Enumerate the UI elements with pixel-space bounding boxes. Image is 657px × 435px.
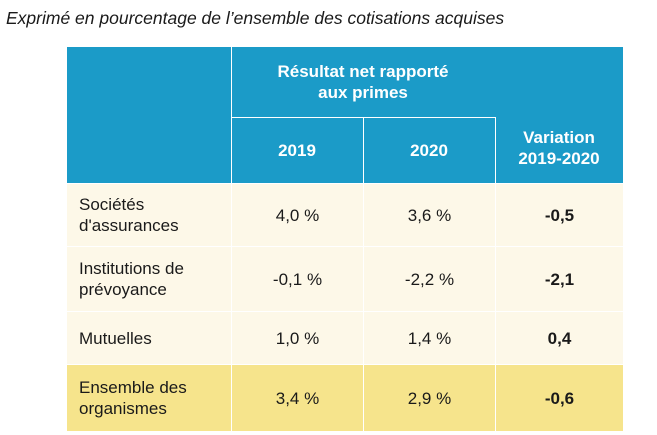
table-row-label: Mutuelles: [67, 312, 231, 364]
table-row-label: Institutions de prévoyance: [67, 247, 231, 311]
value-2019: 3,4 %: [232, 365, 363, 431]
header-empty-cell: [67, 47, 231, 183]
header-2019: 2019: [231, 117, 363, 183]
table-row-label: Ensemble des organismes: [67, 365, 231, 431]
header-2020: 2020: [363, 117, 495, 183]
header-group-line2: aux primes: [318, 83, 408, 102]
value-variation: -2,1: [496, 247, 623, 311]
value-2019: -0,1 %: [232, 247, 363, 311]
value-variation: 0,4: [496, 312, 623, 364]
value-2020: 3,6 %: [364, 184, 495, 246]
value-2020: -2,2 %: [364, 247, 495, 311]
value-variation: -0,6: [496, 365, 623, 431]
results-table: Résultat net rapporté aux primes 2019 20…: [67, 47, 623, 431]
value-2019: 1,0 %: [232, 312, 363, 364]
header-variation-line1: Variation: [523, 128, 595, 147]
header-variation: Variation 2019-2020: [495, 47, 623, 183]
value-2019: 4,0 %: [232, 184, 363, 246]
header-variation-line2: 2019-2020: [518, 149, 600, 168]
table-row-label: Sociétés d'assurances: [67, 184, 231, 246]
table-caption: Exprimé en pourcentage de l’ensemble des…: [6, 8, 505, 28]
value-2020: 2,9 %: [364, 365, 495, 431]
value-2020: 1,4 %: [364, 312, 495, 364]
header-group-result: Résultat net rapporté aux primes: [231, 47, 495, 117]
value-variation: -0,5: [496, 184, 623, 246]
header-group-line1: Résultat net rapporté: [277, 62, 449, 81]
